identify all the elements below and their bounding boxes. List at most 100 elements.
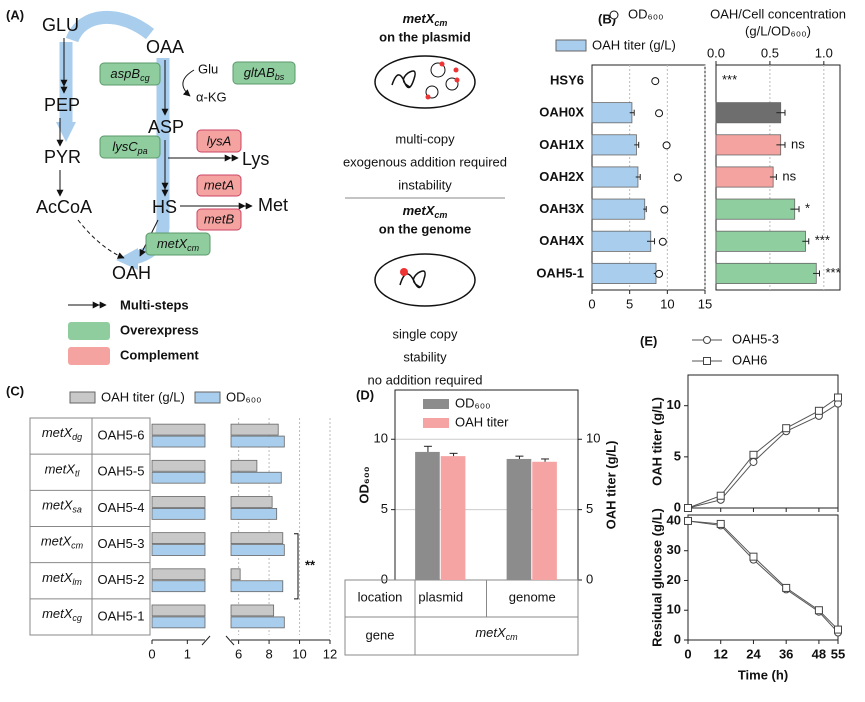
gene-sub: cm xyxy=(506,632,519,642)
y-tick-label: 30 xyxy=(667,542,681,557)
bar xyxy=(151,544,206,556)
legend-swatch xyxy=(69,391,96,404)
gene-sub: tl xyxy=(75,469,81,479)
series-line xyxy=(687,403,839,509)
bar xyxy=(591,134,637,156)
feature: multi-copy xyxy=(395,131,455,146)
category-label: OAH5-1 xyxy=(536,265,584,280)
point xyxy=(660,205,669,214)
x-tick-label: 48 xyxy=(812,646,826,661)
x-tick-label: 0 xyxy=(148,646,155,661)
bar xyxy=(151,508,206,520)
bar xyxy=(230,423,279,436)
gene-sub: cg xyxy=(72,613,82,623)
gene-label: metXcm xyxy=(41,534,84,551)
gene-name: metX xyxy=(42,426,74,441)
bar xyxy=(151,423,206,436)
x-tick-label: 12 xyxy=(323,646,337,661)
metabolite: HS xyxy=(152,197,177,217)
metabolite: OAA xyxy=(146,37,184,57)
bar xyxy=(440,456,466,580)
bar xyxy=(591,166,639,188)
panel-label: (A) xyxy=(6,7,24,22)
enzyme-name: lysC xyxy=(112,139,138,154)
enzyme-box xyxy=(196,129,242,153)
gene-dot xyxy=(453,67,459,73)
y-tick-label: 0 xyxy=(674,499,681,514)
bar xyxy=(230,568,241,581)
metabolite: PEP xyxy=(44,95,80,115)
enzyme: metXcm xyxy=(157,236,200,253)
legend-swatch xyxy=(68,347,110,365)
enzyme-box xyxy=(99,62,161,86)
bar xyxy=(715,134,782,156)
gene-sub: cm xyxy=(434,210,447,220)
gene-name: metX xyxy=(403,203,436,218)
x-axis-label: Time (h) xyxy=(738,667,788,682)
bar xyxy=(715,198,796,220)
bar xyxy=(230,544,285,556)
point xyxy=(716,491,725,500)
y2-tick-label: 0 xyxy=(586,571,593,586)
legend-label: OD₆₀₀ xyxy=(628,6,664,21)
x-tick-label: 36 xyxy=(779,646,793,661)
x-tick-label: 10 xyxy=(292,646,306,661)
category-label: OAH5-5 xyxy=(98,464,145,479)
gene-sub: cm xyxy=(71,541,84,551)
bar xyxy=(151,435,206,448)
x-tick-label: 1.0 xyxy=(815,45,833,60)
y-tick-label: 0 xyxy=(674,631,681,646)
gene-sub: cm xyxy=(434,18,447,28)
x-tick-label: 0 xyxy=(684,646,691,661)
point xyxy=(814,406,823,415)
enzyme: lysCpa xyxy=(112,139,147,156)
point xyxy=(655,269,664,278)
bar xyxy=(151,604,206,617)
feature: no addition required xyxy=(368,372,483,387)
y-tick-label: 10 xyxy=(667,397,681,412)
chromosome xyxy=(391,70,416,89)
bar xyxy=(715,166,774,188)
x-tick-label: 5 xyxy=(626,296,633,311)
gene-name: metX xyxy=(42,498,74,513)
arrow xyxy=(182,69,195,97)
bar xyxy=(591,198,646,220)
metabolite: AcCoA xyxy=(36,197,92,217)
category-label: OAH5-3 xyxy=(98,536,145,551)
gene-name: metX xyxy=(42,606,74,621)
category-label: OAH5-2 xyxy=(98,572,145,587)
y-tick-label: 10 xyxy=(374,431,388,446)
significance: ns xyxy=(791,136,805,151)
bar xyxy=(532,461,557,580)
plasmid xyxy=(425,85,439,99)
y-axis-label: OD₆₀₀ xyxy=(356,466,371,503)
enzyme: aspBcg xyxy=(110,66,149,83)
gene-sub: lm xyxy=(72,577,82,587)
y2-tick-label: 5 xyxy=(586,501,593,516)
bar xyxy=(151,471,206,484)
feature: instability xyxy=(398,177,452,192)
significance: *** xyxy=(815,233,830,248)
enzyme-sub: bs xyxy=(275,72,285,82)
enzyme-box xyxy=(196,174,242,197)
x-tick-label: 1 xyxy=(184,646,191,661)
bar xyxy=(151,568,206,581)
metabolite: Glu xyxy=(198,61,218,76)
gene-label: metXcm xyxy=(475,625,518,642)
legend-marker xyxy=(703,336,711,344)
metabolite: Lys xyxy=(242,149,269,169)
bar xyxy=(151,459,206,472)
bar xyxy=(230,459,258,472)
point xyxy=(673,173,682,182)
gene-label: metXtl xyxy=(45,462,81,479)
gene-name: metX xyxy=(475,625,507,640)
enzyme: lysA xyxy=(207,133,232,148)
bar xyxy=(591,230,652,252)
x-tick-label: 8 xyxy=(265,646,272,661)
axis-break xyxy=(201,635,211,646)
flux-arrow xyxy=(56,122,76,142)
category-label: OAH1X xyxy=(539,137,584,152)
legend-swatch xyxy=(423,418,449,428)
gene-label: metXdg xyxy=(42,426,82,443)
x-tick-label: 10 xyxy=(660,296,674,311)
